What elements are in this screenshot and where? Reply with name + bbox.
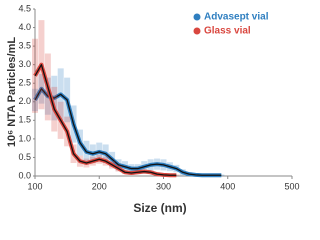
x-tick-label: 400: [220, 181, 235, 191]
x-axis-label: Size (nm): [133, 201, 186, 215]
legend-label: Glass vial: [204, 26, 251, 37]
y-tick-label: 2.5: [18, 78, 31, 88]
y-tick-label: 1.0: [18, 133, 31, 143]
y-tick-label: 0.5: [18, 152, 31, 162]
x-tick-label: 500: [284, 181, 299, 191]
legend-marker: [193, 13, 201, 21]
y-tick-label: 4.0: [18, 22, 31, 32]
y-tick-label: 2.0: [18, 96, 31, 106]
x-tick-label: 200: [92, 181, 107, 191]
legend-label: Advasept vial: [204, 12, 269, 23]
y-axis-label: 10⁶ NTA Particles/mL: [6, 37, 18, 147]
y-tick-label: 1.5: [18, 115, 31, 125]
legend-marker: [193, 27, 201, 35]
y-tick-label: 3.0: [18, 59, 31, 69]
x-tick-label: 100: [27, 181, 42, 191]
y-tick-label: 3.5: [18, 40, 31, 50]
y-tick-label: 4.5: [18, 3, 31, 13]
x-tick-label: 300: [156, 181, 171, 191]
chart: Size (nm) 10⁶ NTA Particles/mL 0.0 0.5 1.0…: [6, 3, 300, 215]
y-tick-label: 0.0: [18, 170, 31, 180]
series-core: [34, 64, 177, 176]
series-core: [34, 88, 222, 176]
